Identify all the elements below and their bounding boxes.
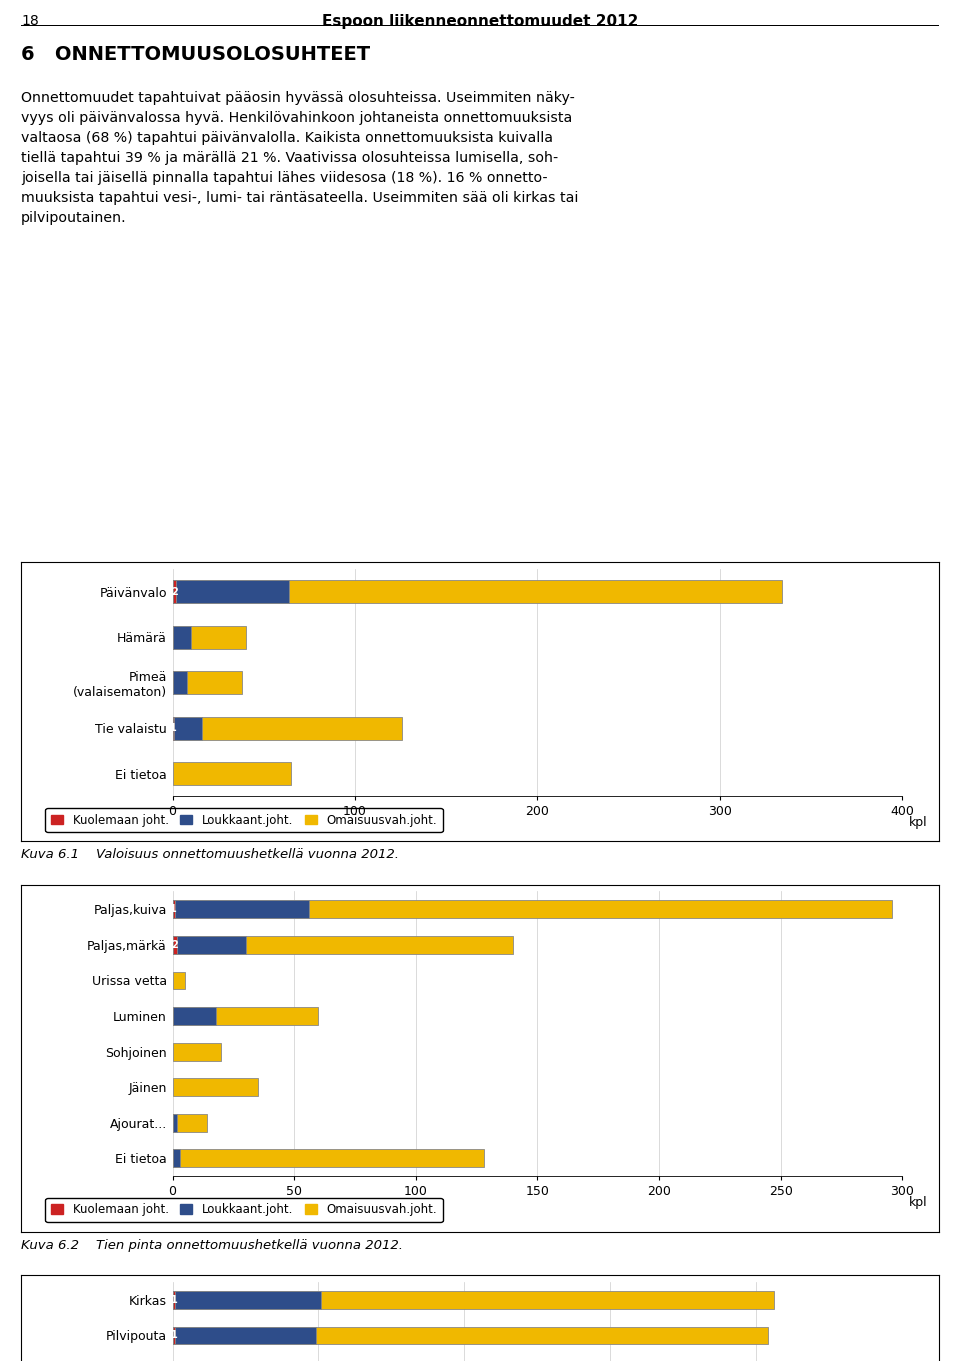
Bar	[173, 671, 187, 694]
Bar	[173, 1113, 178, 1132]
Bar	[173, 626, 246, 649]
Bar	[173, 626, 191, 649]
Bar	[173, 901, 893, 919]
Bar	[173, 717, 402, 739]
Text: 1: 1	[171, 1294, 178, 1305]
Text: Kuva 6.1    Valoisuus onnettomuushetkellä vuonna 2012.: Kuva 6.1 Valoisuus onnettomuushetkellä v…	[21, 848, 399, 862]
Bar	[173, 671, 242, 694]
Text: kpl: kpl	[909, 1195, 927, 1209]
Bar	[173, 1292, 176, 1309]
Bar	[173, 580, 177, 603]
Bar	[173, 1113, 206, 1132]
Bar	[173, 717, 175, 739]
Bar	[173, 1150, 484, 1168]
Bar	[173, 936, 513, 954]
Text: Espoon liikenneonnettomuudet 2012: Espoon liikenneonnettomuudet 2012	[322, 14, 638, 29]
Text: 2: 2	[172, 940, 179, 950]
Text: 6   ONNETTOMUUSOLOSUHTEET: 6 ONNETTOMUUSOLOSUHTEET	[21, 45, 371, 64]
Bar	[173, 1327, 768, 1345]
Bar	[173, 762, 291, 785]
Bar	[173, 972, 184, 989]
Text: 18: 18	[21, 14, 38, 27]
Text: 1: 1	[170, 904, 178, 915]
Bar	[173, 901, 309, 919]
Bar	[173, 901, 175, 919]
Bar	[173, 1007, 216, 1025]
Bar	[173, 936, 246, 954]
Text: kpl: kpl	[909, 815, 927, 829]
Bar	[173, 1292, 322, 1309]
Text: 1: 1	[170, 723, 177, 734]
Bar	[173, 1292, 774, 1309]
Bar	[173, 580, 781, 603]
Bar	[173, 1327, 176, 1345]
Bar	[173, 936, 178, 954]
Bar	[173, 1078, 257, 1096]
Bar	[173, 717, 202, 739]
Text: Kuva 6.2    Tien pinta onnettomuushetkellä vuonna 2012.: Kuva 6.2 Tien pinta onnettomuushetkellä …	[21, 1239, 403, 1252]
Bar	[173, 1327, 316, 1345]
Bar	[173, 1007, 319, 1025]
Legend: Kuolemaan joht., Loukkaant.joht., Omaisuusvah.joht.: Kuolemaan joht., Loukkaant.joht., Omaisu…	[45, 807, 443, 833]
Bar	[173, 580, 289, 603]
Legend: Kuolemaan joht., Loukkaant.joht., Omaisuusvah.joht.: Kuolemaan joht., Loukkaant.joht., Omaisu…	[45, 1198, 443, 1222]
Bar	[173, 1150, 180, 1168]
Text: Onnettomuudet tapahtuivat pääosin hyvässä olosuhteissa. Useimmiten näky-
vyys ol: Onnettomuudet tapahtuivat pääosin hyväss…	[21, 91, 579, 226]
Text: 1: 1	[171, 1331, 178, 1341]
Bar	[173, 1043, 221, 1060]
Text: 2: 2	[171, 587, 178, 596]
